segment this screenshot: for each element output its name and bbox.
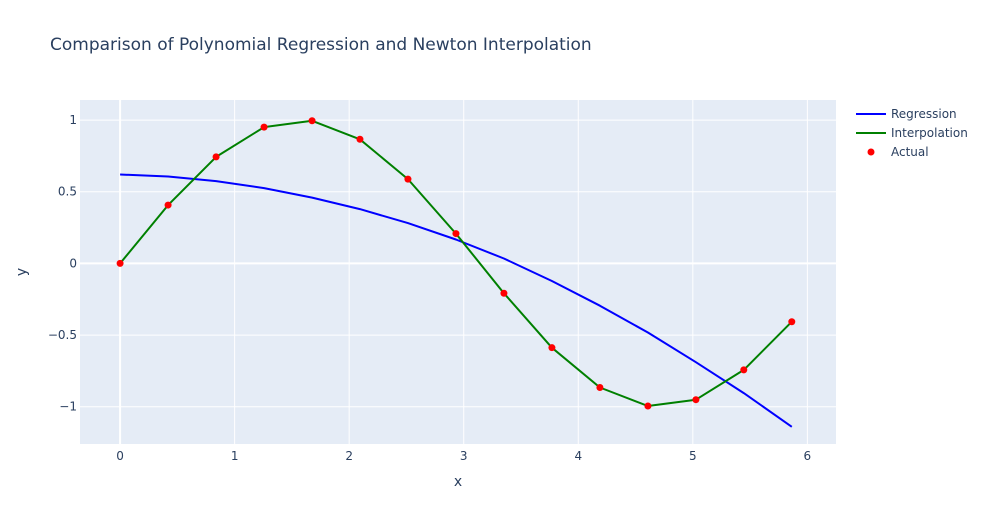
legend-label-actual[interactable]: Actual [891,145,929,159]
legend-label-interpolation[interactable]: Interpolation [891,126,968,140]
actual-point [404,175,412,183]
y-axis-title: y [14,268,30,276]
y-tick-label: 0 [69,256,77,270]
legend-swatch-actual[interactable] [867,148,875,156]
x-tick-label: 4 [574,449,582,463]
actual-point [788,318,796,326]
legend-label-regression[interactable]: Regression [891,107,957,121]
x-tick-label: 6 [804,449,812,463]
actual-point [164,201,172,209]
actual-point [548,344,556,352]
grid [80,100,836,444]
actual-point [596,384,604,392]
actual-point [740,366,748,374]
actual-point [308,117,316,125]
x-axis-title: x [454,474,462,490]
x-tick-label: 2 [345,449,353,463]
actual-point [116,259,124,267]
actual-point [500,289,508,297]
actual-point [260,123,268,131]
x-tick-label: 0 [116,449,124,463]
x-tick-label: 3 [460,449,468,463]
y-tick-label: −1 [59,400,77,414]
chart-title: Comparison of Polynomial Regression and … [50,35,592,55]
series-layer [116,117,796,428]
y-tick-label: 0.5 [58,185,77,199]
x-tick-label: 5 [689,449,697,463]
y-tick-label: 1 [69,113,77,127]
actual-point [644,402,652,410]
actual-point [356,135,364,143]
regression-line [120,173,793,428]
legend: Regression Interpolation Actual [856,107,968,159]
actual-point [452,230,460,238]
y-tick-label: −0.5 [48,328,77,342]
actual-point [692,396,700,404]
x-tick-label: 1 [231,449,239,463]
actual-point [212,153,220,161]
plot-background [80,100,836,444]
tick-labels: 0 1 2 3 4 5 6 1 0.5 0 −0.5 −1 [48,113,811,463]
